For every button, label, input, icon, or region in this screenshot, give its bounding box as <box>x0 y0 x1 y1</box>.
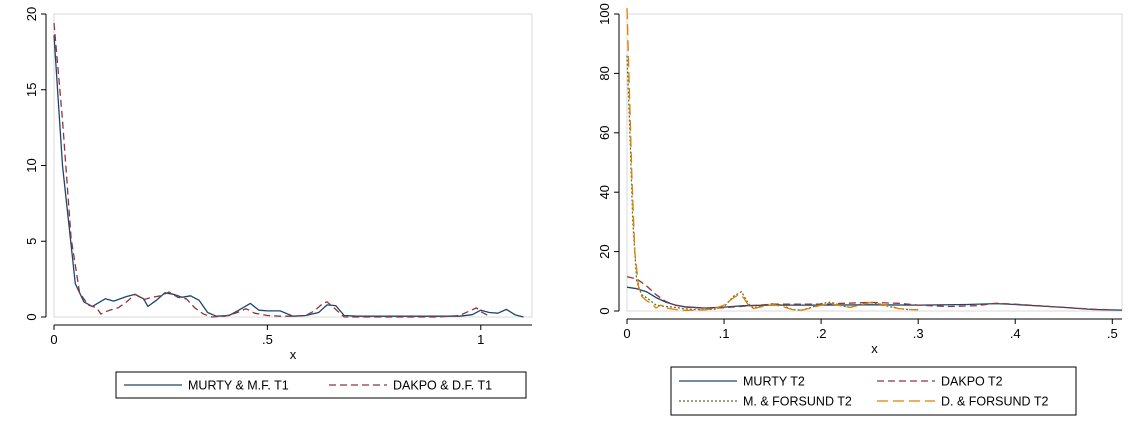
plot-area <box>53 13 533 318</box>
x-tick-label: .4 <box>1010 326 1021 341</box>
y-tick-label: 5 <box>24 238 39 245</box>
y-tick-label: 10 <box>24 158 39 172</box>
x-axis-label: x <box>871 341 878 356</box>
x-tick-label: 0 <box>50 332 57 347</box>
x-tick-label: .5 <box>1107 326 1118 341</box>
x-tick-label: .5 <box>262 332 273 347</box>
series-line-2 <box>626 276 1113 311</box>
series-line-1 <box>626 286 1123 311</box>
chart-right: 0 20 40 60 80 100 0 .1 .2 .3 .4 .5 x MURTY T2 DAKPO T2… <box>597 3 1123 416</box>
series-line-1 <box>53 35 524 318</box>
x-tick-label: 1 <box>477 332 484 347</box>
y-tick-label: 20 <box>597 244 612 258</box>
x-tick-label: .1 <box>719 326 730 341</box>
y-tick-label: 40 <box>597 185 612 199</box>
y-tick-label: 80 <box>597 66 612 80</box>
chart-left: 0 5 10 15 20 0 .5 1 x MURTY & M.F. T1 DAKPO & D.F.… <box>24 7 533 399</box>
series-line-2 <box>53 23 490 318</box>
y-tick-label: 20 <box>24 7 39 21</box>
x-tick-label: .3 <box>913 326 924 341</box>
legend-label-3: M. & FORSUND T2 <box>743 395 852 409</box>
legend-label-2: DAKPO & D.F. T1 <box>393 379 492 393</box>
legend-box <box>115 371 527 399</box>
y-tick-label: 100 <box>597 3 612 25</box>
x-tick-label: 0 <box>623 326 630 341</box>
legend-label-2: DAKPO T2 <box>941 375 1003 389</box>
y-tick-label: 0 <box>597 307 612 314</box>
plot-area <box>626 13 1123 312</box>
legend-label-1: MURTY T2 <box>743 375 805 389</box>
legend-label-1: MURTY & M.F. T1 <box>188 379 289 393</box>
legend-label-4: D. & FORSUND T2 <box>941 395 1048 409</box>
legend-box <box>670 366 1077 416</box>
x-axis-label: x <box>290 347 297 362</box>
series-line-4 <box>626 8 919 312</box>
y-tick-label: 0 <box>24 313 39 320</box>
y-tick-label: 60 <box>597 126 612 140</box>
y-tick-label: 15 <box>24 83 39 97</box>
x-tick-label: .2 <box>816 326 827 341</box>
